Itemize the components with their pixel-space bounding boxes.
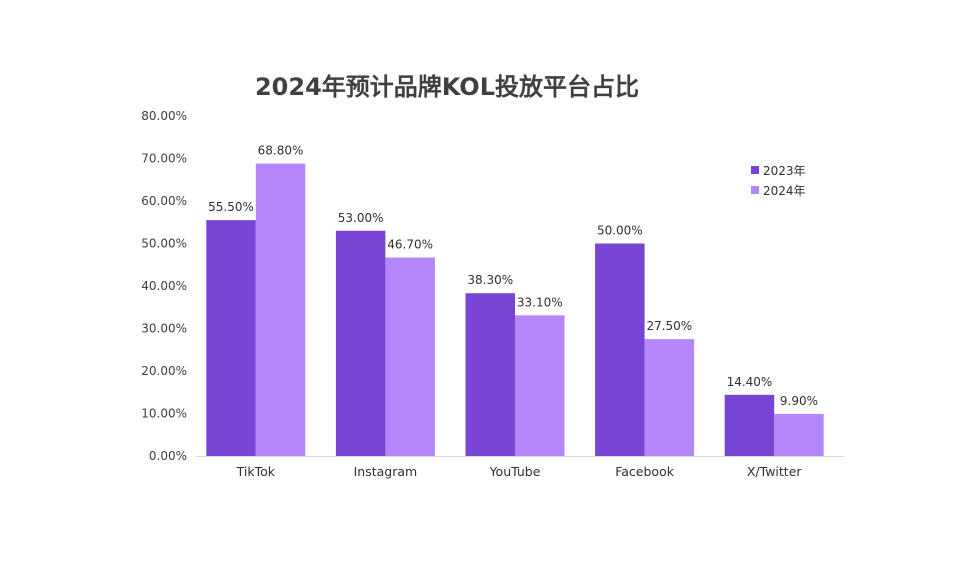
- data-label: 14.40%: [727, 375, 773, 389]
- bar-series1: [335, 230, 386, 456]
- data-label: 53.00%: [338, 211, 384, 225]
- bar-series1: [206, 220, 256, 456]
- data-labels: 55.50% 68.80% 53.00%46.70% 38.30% 33.10% 50.0…: [208, 144, 818, 408]
- data-label: 9.90%: [780, 394, 818, 408]
- legend-label: 2024年: [763, 184, 806, 198]
- x-tick-label: X/Twitter: [747, 464, 803, 479]
- bar-series1: [465, 293, 515, 456]
- y-axis: 0.00% 10.00% 20.00% 30.00% 40.00% 50.00% 60.00…: [141, 109, 187, 463]
- bar-series1: [724, 394, 775, 456]
- data-label: 50.00%: [597, 224, 643, 238]
- x-tick-label: Facebook: [615, 464, 674, 479]
- legend-swatch: [751, 186, 759, 194]
- bar-series2: [644, 339, 695, 456]
- bar-series2: [255, 163, 306, 456]
- y-tick-label: 40.00%: [141, 279, 187, 293]
- data-label: 55.50%: [208, 200, 254, 214]
- bar-series2: [385, 257, 435, 456]
- x-axis: TikTok Instagram YouTube Facebook X/Twitter: [236, 464, 803, 479]
- y-tick-label: 30.00%: [141, 322, 187, 336]
- data-label: 38.30%: [467, 273, 513, 287]
- bar-series1: [595, 243, 645, 456]
- bars: [206, 163, 824, 456]
- y-tick-label: 50.00%: [141, 237, 187, 251]
- x-tick-label: TikTok: [236, 464, 276, 479]
- chart-title: 2024年预计品牌KOL投放平台占比: [254, 73, 639, 101]
- y-tick-label: 20.00%: [141, 364, 187, 378]
- data-label: 27.50%: [646, 319, 692, 333]
- data-label: 33.10%: [517, 295, 563, 309]
- legend: 2023年 2024年: [751, 164, 806, 198]
- y-tick-label: 10.00%: [141, 407, 187, 421]
- y-tick-label: 80.00%: [141, 109, 187, 123]
- data-label: 46.70%: [387, 238, 433, 252]
- legend-label: 2023年: [763, 164, 806, 178]
- data-label: 68.80%: [258, 144, 304, 158]
- bar-series2: [515, 315, 565, 456]
- x-tick-label: Instagram: [354, 464, 418, 479]
- y-tick-label: 60.00%: [141, 194, 187, 208]
- bar-series2: [774, 413, 824, 456]
- legend-swatch: [751, 166, 759, 174]
- x-tick-label: YouTube: [489, 464, 541, 479]
- y-tick-label: 0.00%: [149, 449, 187, 463]
- y-tick-label: 70.00%: [141, 152, 187, 166]
